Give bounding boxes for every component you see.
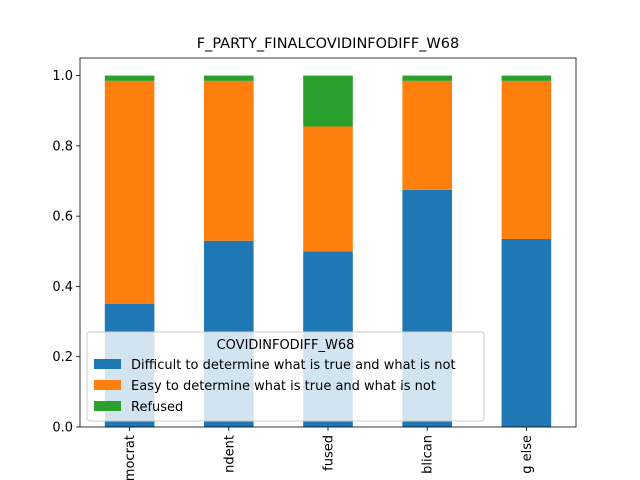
bar-segment-1-2 [303,126,353,252]
bar-segment-2-0 [104,75,155,81]
plot-frame [79,57,577,428]
legend-swatch-1 [94,380,121,390]
x-tick-label: blican [421,435,436,474]
legend-swatch-0 [94,359,121,369]
bar-segment-2-3 [402,75,452,81]
legend-swatch-2 [94,401,121,411]
y-tick-label: 1.0 [52,69,73,84]
legend-label-0: Difficult to determine what is true and … [131,358,456,373]
axes-group: 0.0 0.2 0.4 0.6 0.8 1.0 mocrat ndent fused blican… [52,57,577,480]
x-tick-label: ndent [222,435,237,473]
y-tick-label: 0.6 [52,210,73,225]
y-tick-label: 0.0 [52,421,73,436]
chart-title: F_PARTY_FINALCOVIDINFODIFF_W68 [197,36,459,52]
bar-segment-2-2 [303,75,353,127]
bar-segment-0-4 [501,238,552,427]
y-tick-label: 0.8 [52,139,73,154]
legend-label-1: Easy to determine what is true and what … [131,379,436,394]
bar-segment-1-0 [104,80,155,304]
x-tick-label: fused [322,435,337,471]
bar-segment-1-3 [402,80,452,190]
legend-title: COVIDINFODIFF_W68 [217,338,355,353]
x-tick-label: g else [520,435,535,474]
bar-segment-2-4 [501,75,552,81]
y-tick-label: 0.2 [52,350,73,365]
y-tick-label: 0.4 [52,280,73,295]
bar-segment-1-4 [501,80,552,239]
x-tick-label: mocrat [123,435,138,480]
legend-label-2: Refused [131,400,183,415]
bar-segment-2-1 [204,75,254,81]
bar-segment-1-1 [204,80,254,241]
legend-box [86,331,485,422]
legend: COVIDINFODIFF_W68 Difficult to determine … [86,331,485,422]
